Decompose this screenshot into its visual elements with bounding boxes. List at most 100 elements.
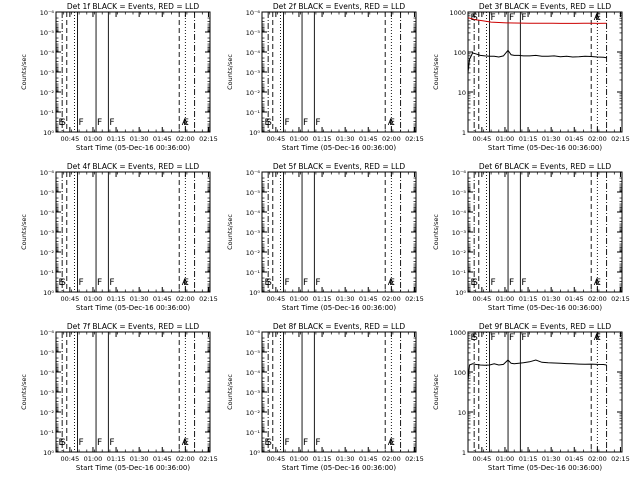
x-tick-label: 01:15 [313,295,332,303]
x-tick-label: 01:30 [542,455,561,463]
x-tick-label: 01:15 [107,295,126,303]
marker-label: A [388,438,395,448]
x-tick-label: 01:15 [519,295,538,303]
panel-1: Det 1f BLACK = Events, RED = LLD 10⁰ 10⁻¹ 1… [20,2,218,152]
y-tick-label: 10⁻³ [246,229,261,237]
marker-label: F [303,118,308,128]
marker-label: F [97,278,102,288]
x-tick-label: 00:45 [60,135,79,143]
y-tick-label: 10⁻⁵ [40,189,55,197]
marker-label: E [183,278,189,288]
x-tick-label: 00:45 [472,135,491,143]
marker-label: F [285,438,290,448]
x-tick-label: 01:00 [84,455,103,463]
marker-label: E [59,438,65,448]
marker-label: F [491,333,496,343]
panel-9: Det 9f BLACK = Events, RED = LLD 1 10 100 10… [432,322,630,472]
y-tick-label: 10⁰ [43,289,54,297]
x-tick-label: 01:00 [496,135,515,143]
marker-label: E [595,13,601,23]
marker-label: F [79,438,84,448]
y-tick-label: 10⁻⁵ [452,189,467,197]
x-axis-label: Start Time (05-Dec-16 00:36:00) [282,304,396,312]
lld-series-line [467,17,607,24]
marker-label: F [521,278,526,288]
x-tick-label: 02:00 [176,295,195,303]
x-tick-label: 01:30 [542,135,561,143]
x-tick-label: 01:00 [290,135,309,143]
y-tick-label: 1 [462,129,466,137]
x-tick-label: 02:15 [405,455,424,463]
y-tick-label: 10⁻¹ [246,109,261,117]
panel-6: Det 6f BLACK = Events, RED = LLD 10⁰ 10⁻¹ 1… [432,162,630,312]
marker-label: E [59,118,65,128]
y-axis-label: Counts/sec [20,374,28,410]
marker-label: A [388,278,395,288]
x-tick-label: 01:45 [565,455,584,463]
x-tick-label: 01:00 [290,455,309,463]
y-tick-label: 10⁻¹ [40,269,55,277]
y-tick-label: 10⁰ [43,129,54,137]
marker-label: S [266,278,272,288]
panel-title: Det 7f BLACK = Events, RED = LLD [67,322,200,331]
x-tick-label: 02:00 [588,455,607,463]
y-axis-label: Counts/sec [20,214,28,250]
marker-label: F [285,118,290,128]
x-tick-label: 01:30 [542,295,561,303]
y-axis-label: Counts/sec [432,214,440,250]
y-tick-label: 10⁻⁵ [40,349,55,357]
y-tick-label: 10⁻³ [452,229,467,237]
marker-label: F [109,118,114,128]
x-tick-label: 00:45 [60,295,79,303]
marker-label: F [521,333,526,343]
marker-label: E [265,438,271,448]
y-tick-label: 10⁻⁶ [246,9,261,17]
y-tick-label: 1000 [449,329,466,337]
x-axis-label: Start Time (05-Dec-16 00:36:00) [488,304,602,312]
y-tick-label: 10⁻⁶ [246,169,261,177]
x-tick-label: 01:45 [565,135,584,143]
marker-label: A [182,118,189,128]
x-tick-label: 02:00 [588,135,607,143]
x-tick-label: 01:45 [359,135,378,143]
panel-4: Det 4f BLACK = Events, RED = LLD 10⁰ 10⁻¹ 1… [20,162,218,312]
marker-label: F [315,278,320,288]
marker-label: E [389,118,395,128]
plot-frame [55,171,211,293]
y-axis-label: Counts/sec [226,54,234,90]
x-tick-label: 02:00 [382,455,401,463]
panel-title: Det 5f BLACK = Events, RED = LLD [273,162,406,171]
marker-label: E [595,278,601,288]
x-tick-label: 02:00 [176,135,195,143]
x-tick-label: 01:30 [130,455,149,463]
marker-label: F [315,438,320,448]
marker-label: S [472,278,478,288]
y-tick-label: 10⁻³ [40,229,55,237]
x-tick-label: 01:45 [153,295,172,303]
x-tick-label: 01:15 [313,135,332,143]
y-tick-label: 10⁰ [43,449,54,457]
y-tick-label: 10⁰ [249,129,260,137]
marker-label: E [389,278,395,288]
marker-label: F [303,438,308,448]
marker-label: S [266,118,272,128]
panel-title: Det 1f BLACK = Events, RED = LLD [67,2,200,11]
panel-title: Det 8f BLACK = Events, RED = LLD [273,322,406,331]
marker-label: S [472,13,478,23]
x-tick-label: 01:45 [153,135,172,143]
x-tick-label: 01:15 [519,135,538,143]
y-axis-label: Counts/sec [20,54,28,90]
y-tick-label: 1000 [449,9,466,17]
x-tick-label: 01:30 [130,135,149,143]
x-tick-label: 01:15 [107,135,126,143]
y-tick-label: 10⁻² [452,249,467,257]
y-tick-label: 10⁻⁶ [40,9,55,17]
y-tick-label: 10⁻² [40,249,55,257]
y-tick-label: 10⁻⁶ [452,169,467,177]
y-tick-label: 10⁻² [246,249,261,257]
marker-label: F [509,333,514,343]
x-tick-label: 01:45 [359,295,378,303]
x-tick-label: 02:15 [199,295,218,303]
plot-frame [467,331,623,453]
